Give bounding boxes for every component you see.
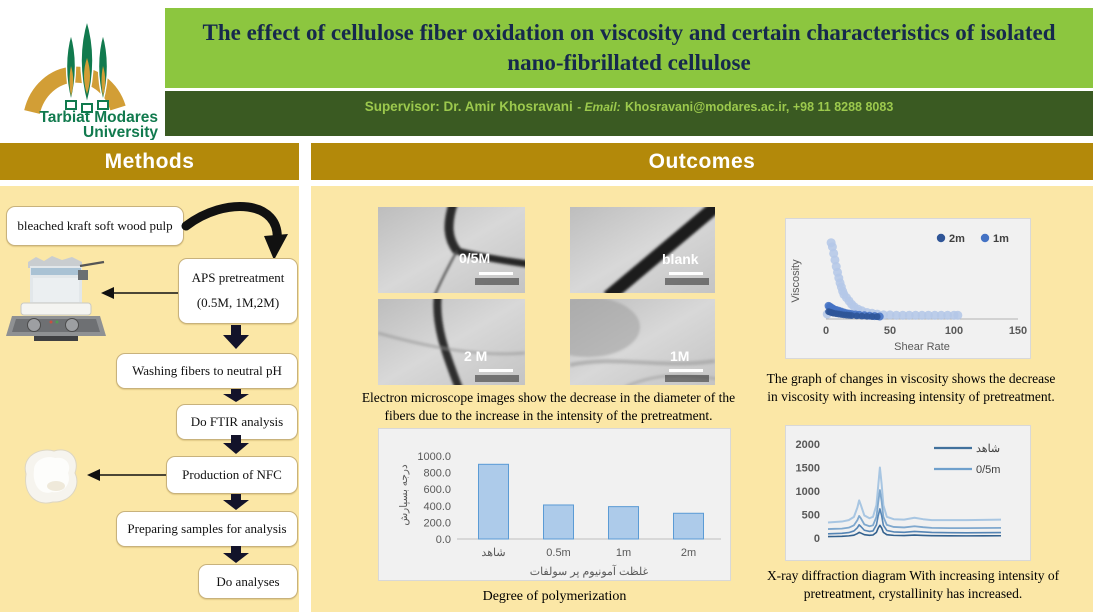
svg-text:1m: 1m [616,547,631,559]
xrd-caption: X-ray diffraction diagram With increasin… [766,568,1060,602]
flow-box-preparing-label: Preparing samples for analysis [127,521,287,536]
svg-text:50: 50 [884,325,896,337]
svg-text:غلظت آمونیوم پر سولفات: غلظت آمونیوم پر سولفات [530,565,649,578]
poster-title-banner: The effect of cellulose fiber oxidation … [165,8,1093,88]
flow-box-nfc-label: Production of NFC [182,467,282,482]
flow-box-pulp-label: bleached kraft soft wood pulp [17,218,173,233]
scale-bar [669,369,703,372]
hotplate-stirrer-photo [6,256,106,341]
svg-text:2000: 2000 [796,439,820,451]
dp-chart-panel: 0.0 200.0 400.0 600.0 800.0 1000.0 شاهد 0.5m 1m 2… [378,428,731,581]
poster-title: The effect of cellulose fiber oxidation … [202,20,1056,75]
micrograph-blank: blank [570,207,715,293]
svg-text:2m: 2m [949,233,965,245]
supervisor-name: Supervisor: Dr. Amir Khosravani [364,99,573,114]
svg-text:600.0: 600.0 [423,484,451,496]
viscosity-caption: The graph of changes in viscosity shows … [766,371,1056,405]
svg-text:200.0: 200.0 [423,517,451,529]
flow-box-nfc: Production of NFC [166,456,298,494]
flow-box-analyses: Do analyses [198,564,298,599]
methods-panel: bleached kraft soft wood pulp APS pretre… [0,186,299,612]
methods-section-header: Methods [0,143,299,180]
viscosity-chart: 0 50 100 150 Shear Rate Viscosity 2m 1m [790,233,1027,353]
down-arrow-5 [223,546,249,563]
flow-box-aps-line1: APS pretreatment [191,270,285,286]
svg-text:0: 0 [814,533,820,545]
svg-text:0: 0 [823,325,829,337]
svg-text:400.0: 400.0 [423,501,451,513]
flow-box-washing-label: Washing fibers to neutral pH [132,363,282,378]
university-logo: Tarbiat Modares University [24,17,158,140]
svg-text:500: 500 [802,510,820,522]
degree-of-polymerization-chart: 0.0 200.0 400.0 600.0 800.0 1000.0 شاهد 0.5m 1m 2… [398,451,721,578]
svg-text:درجه بسپارش: درجه بسپارش [398,464,410,526]
scale-bar [479,272,513,275]
svg-text:Viscosity: Viscosity [790,259,802,303]
micrograph-2m: 2 M [378,299,525,385]
svg-text:150: 150 [1009,325,1027,337]
flow-box-washing: Washing fibers to neutral pH [116,353,298,389]
svg-text:Shear Rate: Shear Rate [894,341,950,353]
flow-box-preparing: Preparing samples for analysis [116,511,298,547]
svg-text:1500: 1500 [796,463,820,475]
outcomes-section-header: Outcomes [311,143,1093,180]
flow-box-analyses-label: Do analyses [216,573,280,589]
down-arrow-1 [223,325,249,349]
micrograph-05m: 0/5M [378,207,525,293]
micrograph-blank-label: blank [662,251,699,267]
svg-text:800.0: 800.0 [423,468,451,480]
viscosity-chart-panel: 0 50 100 150 Shear Rate Viscosity 2m 1m [785,218,1031,359]
down-arrow-4 [223,494,249,510]
flow-box-pulp: bleached kraft soft wood pulp [6,206,184,246]
down-arrow-2 [223,389,249,402]
curved-arrow-connector [181,202,288,260]
arrow-to-hotplate [101,287,178,299]
supervisor-email-label: - Email: [577,100,621,114]
micrograph-05m-label: 0/5M [459,250,490,266]
logo-text-line1: Tarbiat Modares [39,109,158,126]
svg-text:شاهد: شاهد [976,443,1000,455]
svg-text:0/5m: 0/5m [976,464,1000,476]
logo-text-line2: University [83,124,158,140]
scale-bar [479,369,513,372]
xrd-chart: 0 500 1000 1500 2000 شاهد 0/5m [796,439,1002,545]
scale-bar [669,272,703,275]
nfc-gel-photo [24,449,78,504]
flow-box-aps: APS pretreatment (0.5M, 1M,2M) [178,258,298,324]
micrograph-caption: Electron microscope images show the decr… [361,390,736,424]
supervisor-bar: Supervisor: Dr. Amir Khosravani - Email:… [165,91,1093,136]
micrograph-1m: 1M [570,299,715,385]
micrograph-1m-label: 1M [670,348,689,364]
flow-box-ftir-label: Do FTIR analysis [190,414,284,429]
flow-box-aps-line2: (0.5M, 1M,2M) [196,295,280,310]
svg-text:2m: 2m [681,547,696,559]
logo-cypress-trees [65,17,109,113]
micrograph-2m-label: 2 M [464,348,487,364]
svg-text:0.5m: 0.5m [546,547,570,559]
outcomes-panel: 0/5M blank 2 M [311,186,1093,612]
arrow-to-nfc-photo [87,469,166,481]
xrd-chart-panel: 0 500 1000 1500 2000 شاهد 0/5m [785,425,1031,561]
supervisor-email-value: Khosravani@modares.ac.ir, +98 11 8288 80… [625,100,894,114]
svg-text:100: 100 [945,325,963,337]
svg-text:1000.0: 1000.0 [417,451,451,463]
svg-text:1m: 1m [993,233,1009,245]
dp-caption: Degree of polymerization [482,589,627,604]
svg-text:1000: 1000 [796,486,820,498]
svg-text:شاهد: شاهد [481,547,505,559]
svg-text:0.0: 0.0 [436,534,451,546]
down-arrow-3 [223,435,249,454]
